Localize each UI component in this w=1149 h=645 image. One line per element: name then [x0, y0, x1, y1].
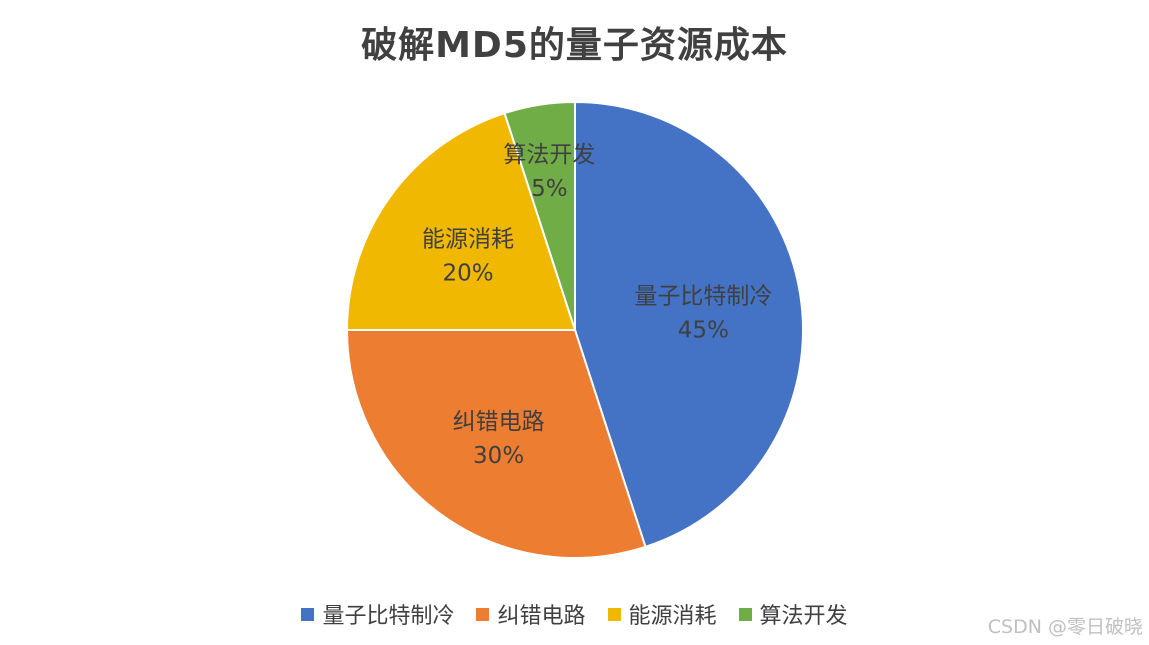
legend-item: 能源消耗	[607, 598, 717, 630]
chart-title: 破解MD5的量子资源成本	[361, 25, 788, 66]
legend: 量子比特制冷 纠错电路 能源消耗 算法开发	[0, 598, 1149, 630]
legend-swatch	[476, 607, 490, 621]
pie-slice-4	[503, 100, 576, 331]
slice-value-label: 20%	[442, 260, 493, 286]
slice-category-label: 算法开发	[503, 142, 595, 168]
legend-label: 量子比特制冷	[322, 604, 455, 629]
slice-category-label: 量子比特制冷	[634, 284, 772, 310]
slice-value-label: 45%	[678, 318, 729, 344]
legend-swatch	[301, 607, 315, 621]
pie-slice-2	[345, 329, 647, 559]
legend-label: 纠错电路	[497, 604, 586, 629]
legend-item: 算法开发	[738, 598, 848, 630]
slice-category-label: 能源消耗	[422, 226, 514, 252]
legend-item: 量子比特制冷	[301, 598, 454, 630]
pie-chart: 量子比特制冷 45% 纠错电路 30% 能源消耗 20% 算法开发 5%	[345, 100, 804, 559]
legend-swatch	[738, 607, 752, 621]
pie-slice-1	[574, 100, 804, 549]
pie-slice-3	[345, 111, 577, 331]
slice-category-label: 纠错电路	[453, 409, 545, 435]
watermark: CSDN @零日破晓	[987, 616, 1143, 638]
slice-value-label: 30%	[473, 443, 524, 469]
legend-label: 能源消耗	[628, 604, 717, 629]
pie-labels: 量子比特制冷 45% 纠错电路 30% 能源消耗 20% 算法开发 5%	[422, 142, 772, 469]
pie-slices	[345, 100, 804, 559]
legend-label: 算法开发	[759, 604, 848, 629]
legend-item: 纠错电路	[476, 598, 586, 630]
legend-swatch	[607, 607, 621, 621]
slice-value-label: 5%	[531, 176, 568, 202]
